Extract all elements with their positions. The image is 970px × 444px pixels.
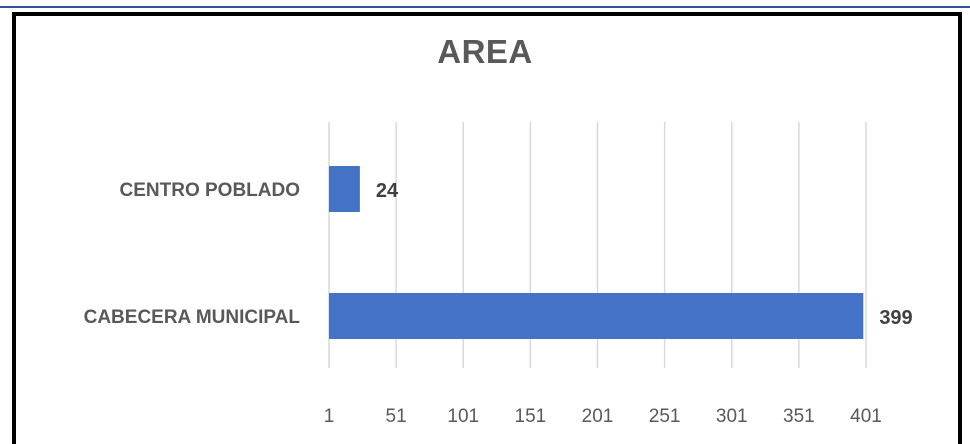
bar [329, 166, 360, 212]
chart-frame [12, 12, 962, 444]
data-label: 399 [879, 307, 912, 329]
chart-title: AREA [437, 33, 533, 70]
category-label: CENTRO POBLADO [120, 180, 301, 201]
x-tick-label: 51 [386, 406, 407, 427]
top-border [0, 0, 970, 8]
x-tick-label: 301 [716, 406, 748, 427]
x-tick-label: 251 [649, 406, 681, 427]
data-labels: 24 399 [376, 180, 913, 329]
tick-labels: 1 51 101 151 201 251 301 351 401 [324, 406, 882, 427]
x-tick-label: 1 [324, 406, 335, 427]
bar [329, 293, 864, 339]
bars [329, 166, 864, 339]
x-tick-label: 201 [582, 406, 614, 427]
data-label: 24 [376, 180, 399, 202]
x-tick-label: 101 [447, 406, 479, 427]
category-labels: CENTRO POBLADO CABECERA MUNICIPAL [84, 180, 301, 328]
category-label: CABECERA MUNICIPAL [84, 307, 301, 328]
x-tick-label: 351 [783, 406, 815, 427]
x-tick-label: 401 [850, 406, 882, 427]
x-tick-label: 151 [515, 406, 547, 427]
